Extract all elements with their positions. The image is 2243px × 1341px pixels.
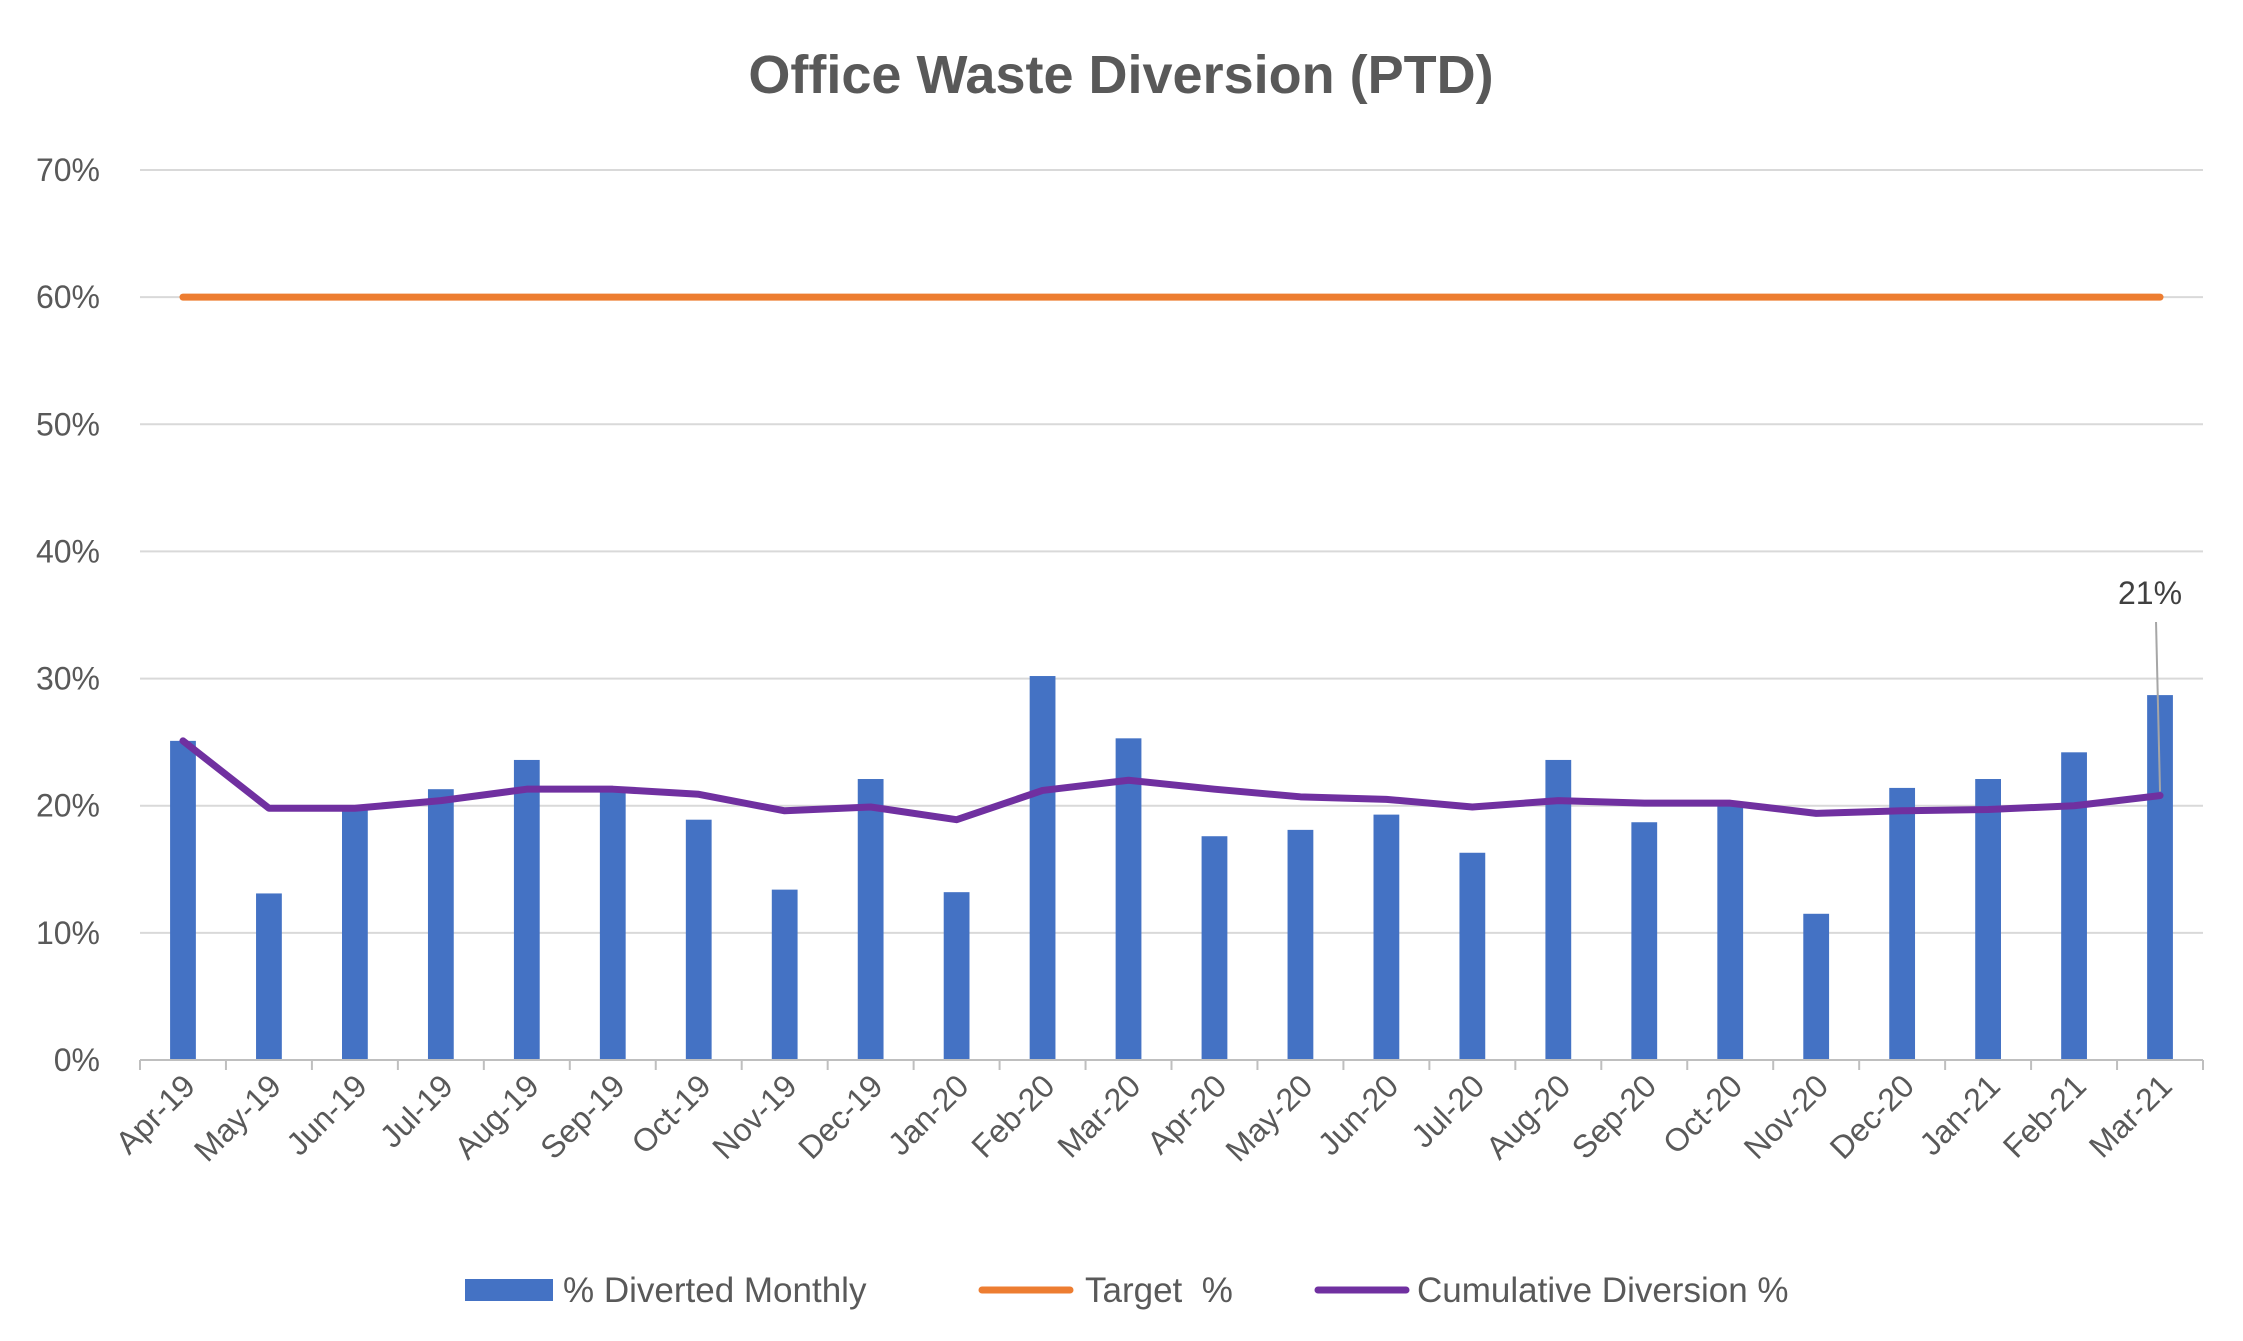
- y-tick-label: 40%: [36, 533, 100, 569]
- legend-swatch: [465, 1279, 553, 1301]
- bar: [1115, 738, 1142, 1060]
- x-tick-label: Sep-20: [1565, 1067, 1663, 1165]
- x-tick-label: Jul-19: [373, 1067, 460, 1154]
- x-tick-label: Oct-19: [624, 1067, 717, 1160]
- x-tick-label: Oct-20: [1656, 1067, 1749, 1160]
- bar: [1201, 836, 1228, 1060]
- x-tick-label: Sep-19: [533, 1067, 631, 1165]
- bar: [1459, 852, 1486, 1060]
- x-tick-label: Jan-21: [1912, 1067, 2007, 1162]
- x-tick-label: Nov-19: [705, 1067, 803, 1165]
- legend-label: Cumulative Diversion %: [1417, 1271, 1789, 1310]
- x-tick-label: Jul-20: [1404, 1067, 1491, 1154]
- bar: [427, 789, 454, 1060]
- x-tick-label: Nov-20: [1737, 1067, 1835, 1165]
- bar: [170, 740, 196, 1060]
- y-tick-label: 70%: [36, 152, 100, 188]
- x-tick-label: Dec-19: [791, 1067, 889, 1165]
- series-line: [179, 737, 2164, 824]
- bar: [1287, 829, 1314, 1060]
- annotations: 21%: [2118, 575, 2182, 792]
- bar: [342, 806, 368, 1060]
- bar: [1889, 787, 1916, 1060]
- bar: [1029, 676, 1056, 1060]
- bar: [1975, 779, 2001, 1060]
- y-tick-label: 30%: [36, 661, 100, 697]
- bar: [771, 889, 798, 1060]
- y-tick-label: 10%: [36, 915, 100, 951]
- annotation-leader-line: [2155, 621, 2162, 792]
- bar: [256, 893, 282, 1060]
- bar: [1717, 805, 1744, 1060]
- bar: [1545, 759, 1572, 1060]
- x-tick-label: Feb-20: [964, 1067, 1061, 1164]
- x-tick-label: May-20: [1218, 1067, 1319, 1168]
- x-axis: Apr-19May-19Jun-19Jul-19Aug-19Sep-19Oct-…: [109, 1059, 2204, 1168]
- bar: [857, 779, 884, 1060]
- x-tick-label: Feb-21: [1996, 1067, 2093, 1164]
- x-tick-label: Jan-20: [881, 1067, 976, 1162]
- x-tick-label: May-19: [187, 1067, 288, 1168]
- x-tick-label: Apr-20: [1140, 1067, 1233, 1160]
- bar: [599, 789, 626, 1060]
- x-tick-label: Dec-20: [1823, 1067, 1921, 1165]
- bar-series: [170, 676, 2173, 1060]
- x-tick-label: Aug-19: [447, 1067, 545, 1165]
- x-tick-label: Aug-20: [1479, 1067, 1577, 1165]
- y-tick-label: 0%: [54, 1042, 100, 1078]
- x-tick-label: Jun-20: [1311, 1067, 1406, 1162]
- bar: [1631, 822, 1658, 1060]
- data-label: 21%: [2118, 575, 2182, 611]
- legend-label: % Diverted Monthly: [563, 1271, 867, 1310]
- bar: [685, 819, 712, 1060]
- bar: [943, 892, 970, 1060]
- line-series: [179, 293, 2164, 824]
- bar: [513, 759, 540, 1060]
- y-tick-label: 50%: [36, 406, 100, 442]
- bar: [1373, 814, 1400, 1060]
- x-tick-label: Mar-20: [1050, 1067, 1147, 1164]
- bar: [1803, 913, 1830, 1060]
- legend-label: Target %: [1085, 1271, 1233, 1310]
- legend: % Diverted Monthly Target % Cumulative Div…: [465, 1271, 1789, 1310]
- x-tick-label: Mar-21: [2082, 1067, 2179, 1164]
- y-tick-label: 60%: [36, 279, 100, 315]
- bar: [2061, 752, 2087, 1060]
- y-axis-ticks: 0% 10% 20% 30% 40% 50% 60% 70%: [36, 152, 100, 1078]
- x-tick-label: Apr-19: [109, 1067, 202, 1160]
- chart-title: Office Waste Diversion (PTD): [748, 45, 1493, 105]
- x-tick-label: Jun-19: [279, 1067, 374, 1162]
- y-tick-label: 20%: [36, 788, 100, 824]
